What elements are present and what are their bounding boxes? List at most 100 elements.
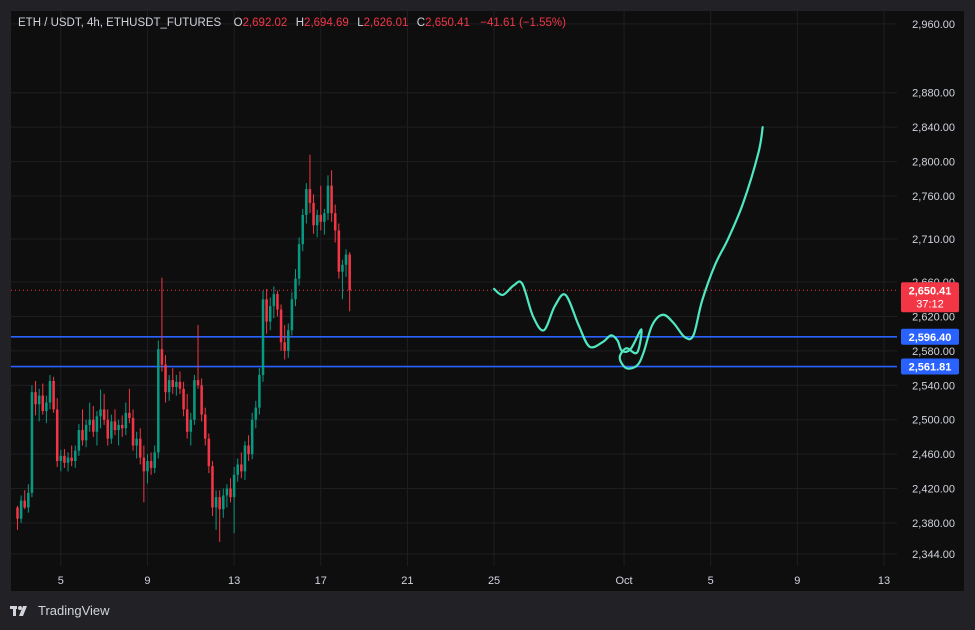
candle-body xyxy=(236,464,239,475)
candle-body xyxy=(77,430,81,451)
candle-body xyxy=(146,461,149,472)
price-tick-label: 2,540.00 xyxy=(912,380,955,392)
price-tick-label: 2,800.00 xyxy=(912,157,955,169)
candle-body xyxy=(229,488,232,498)
candle-body xyxy=(74,450,77,462)
candle-body xyxy=(344,254,348,265)
candle-body xyxy=(250,419,254,455)
candle-body xyxy=(138,438,142,458)
candle-body xyxy=(70,457,73,462)
candle-body xyxy=(203,414,207,439)
price-tick-label: 2,960.00 xyxy=(912,19,955,31)
time-tick-label: 5 xyxy=(58,575,64,587)
time-axis-background[interactable] xyxy=(11,566,964,591)
candle-body xyxy=(258,374,261,408)
level-price-tag-value: 2,596.40 xyxy=(909,332,952,344)
price-tick-label: 2,760.00 xyxy=(912,191,955,203)
candle-body xyxy=(95,416,99,432)
candle-body xyxy=(88,419,91,425)
price-tick-label: 2,580.00 xyxy=(912,346,955,358)
candle-body xyxy=(131,418,135,446)
time-tick-label: 13 xyxy=(228,575,240,587)
candle-body xyxy=(254,407,258,420)
candle-body xyxy=(225,488,229,496)
candle-body xyxy=(319,214,323,222)
symbol-label[interactable]: ETH / USDT, 4h, ETHUSDT_FUTURES xyxy=(18,17,222,29)
price-tick-label: 2,840.00 xyxy=(912,122,955,134)
high-value: 2,694.69 xyxy=(304,17,349,29)
candle-body xyxy=(268,306,272,322)
candle-body xyxy=(37,395,41,405)
candle-body xyxy=(160,349,164,365)
candle-body xyxy=(135,438,138,446)
candle-body xyxy=(149,461,153,468)
candle-body xyxy=(178,381,182,389)
candle-body xyxy=(323,213,326,222)
price-tick-label: 2,380.00 xyxy=(912,518,955,530)
projection-drawing-path xyxy=(492,126,764,370)
level-price-tag xyxy=(901,358,959,375)
candle-body xyxy=(117,424,120,431)
candle-body xyxy=(243,445,247,472)
candle-body xyxy=(128,412,131,418)
price-tick-label: 2,620.00 xyxy=(912,311,955,323)
candle-body xyxy=(84,424,88,441)
freehand-drawing[interactable] xyxy=(492,126,764,370)
candle-body xyxy=(193,380,196,420)
candle-body xyxy=(66,457,70,463)
price-tick-label: 2,500.00 xyxy=(912,415,955,427)
time-tick-label: 21 xyxy=(401,575,413,587)
low-value: 2,626.01 xyxy=(363,17,409,29)
open-label: O xyxy=(233,17,243,29)
plot-background xyxy=(11,11,897,566)
tradingview-brand[interactable]: TradingView xyxy=(10,603,110,618)
candle-body xyxy=(297,244,301,279)
time-tick-label: 25 xyxy=(488,575,500,587)
time-axis[interactable]: 5 9 13 17 21 25 Oct 5 9 13 xyxy=(58,575,890,587)
candle-body xyxy=(290,299,294,331)
candle-body xyxy=(120,424,124,429)
candle-body xyxy=(200,385,203,415)
candle-body xyxy=(308,189,312,203)
candle-body xyxy=(106,419,110,439)
time-tick-label: 13 xyxy=(878,575,890,587)
price-tick-label: 2,420.00 xyxy=(912,484,955,496)
candle-body xyxy=(113,421,117,431)
candle-body xyxy=(48,381,52,403)
candle-body xyxy=(276,294,279,310)
candle-body xyxy=(305,189,308,215)
candle-body xyxy=(287,330,290,351)
candle-body xyxy=(196,380,200,386)
candle-body xyxy=(272,294,276,307)
tradingview-logo-icon xyxy=(10,605,27,616)
candle-body xyxy=(294,278,297,300)
candle-body xyxy=(30,392,34,493)
candle-body xyxy=(315,214,319,226)
candle-body xyxy=(110,421,113,439)
candles xyxy=(16,154,351,542)
candle-body xyxy=(240,464,243,472)
time-tick-label: 9 xyxy=(794,575,800,587)
candle-body xyxy=(63,455,66,463)
candle-body xyxy=(124,412,128,429)
candle-body xyxy=(153,452,156,468)
candle-body xyxy=(142,457,146,472)
candle-body xyxy=(182,388,185,410)
candle-body xyxy=(164,364,167,393)
time-tick-label: Oct xyxy=(615,575,632,587)
candle-body xyxy=(99,409,102,417)
time-tick-label: 9 xyxy=(144,575,150,587)
candle-body xyxy=(19,500,23,519)
time-tick-label: 17 xyxy=(315,575,327,587)
candle-body xyxy=(45,402,48,412)
candle-body xyxy=(55,409,59,462)
candle-body xyxy=(326,185,330,214)
candle-body xyxy=(211,466,214,508)
close-value: 2,650.41 xyxy=(425,17,470,29)
chart-legend: ETH / USDT, 4h, ETHUSDT_FUTURES O2,692.0… xyxy=(18,17,566,29)
candle-body xyxy=(301,214,304,245)
candle-body xyxy=(23,500,26,508)
candle-body xyxy=(312,202,315,226)
current-price-tag-value: 2,650.41 xyxy=(909,285,952,297)
